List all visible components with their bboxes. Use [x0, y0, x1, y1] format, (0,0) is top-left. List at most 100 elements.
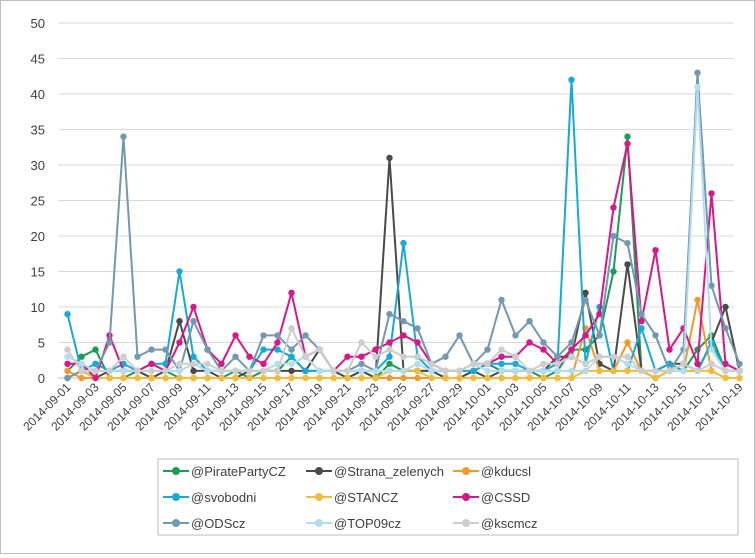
data-point: [288, 289, 295, 296]
data-point: [708, 367, 715, 375]
data-point: [624, 353, 631, 360]
data-point: [736, 374, 743, 382]
data-point: [148, 360, 155, 367]
y-tick-label: 40: [31, 87, 45, 102]
data-point: [288, 367, 295, 375]
data-point: [358, 374, 365, 382]
data-point: [64, 367, 71, 375]
data-point: [162, 367, 169, 375]
y-axis: 0 5 10 15 20 25 30 35 40 45 50: [31, 16, 45, 386]
data-point: [330, 374, 337, 382]
data-point: [78, 360, 85, 367]
data-point: [386, 154, 393, 162]
data-point: [78, 353, 85, 360]
data-point: [302, 353, 309, 360]
data-point: [386, 339, 393, 346]
data-point: [694, 296, 701, 304]
data-point: [554, 353, 561, 360]
data-point: [330, 367, 337, 375]
data-point: [274, 367, 281, 375]
data-point: [680, 360, 687, 367]
data-point: [302, 374, 309, 382]
x-axis: 2014-09-012014-09-032014-09-052014-09-07…: [20, 380, 746, 434]
data-point: [288, 374, 295, 382]
data-point: [638, 367, 645, 375]
data-point: [134, 374, 141, 382]
y-tick-label: 50: [31, 16, 45, 31]
data-point: [442, 353, 449, 360]
data-point: [176, 367, 183, 375]
data-point: [288, 353, 295, 360]
data-point: [204, 374, 211, 382]
data-point: [708, 282, 715, 289]
data-point: [92, 367, 99, 375]
data-point: [652, 367, 659, 375]
data-point: [624, 133, 631, 140]
legend-item: @TOP09cz: [306, 516, 401, 531]
data-point: [582, 332, 589, 339]
data-point: [512, 374, 519, 382]
data-point: [400, 367, 407, 375]
series-kscmcz: [64, 325, 743, 375]
y-tick-label: 5: [38, 336, 45, 351]
data-point: [246, 353, 253, 360]
data-point: [428, 374, 435, 382]
data-point: [106, 339, 113, 346]
data-point: [722, 325, 729, 332]
data-point: [568, 353, 575, 360]
data-point: [624, 261, 631, 268]
data-point: [386, 353, 393, 360]
data-point: [694, 367, 701, 375]
data-point: [400, 353, 407, 360]
data-point: [596, 367, 603, 375]
data-point: [470, 360, 477, 367]
data-point: [624, 239, 631, 247]
data-point: [694, 360, 701, 367]
data-point: [274, 339, 281, 346]
legend-swatch-marker: [315, 493, 323, 501]
data-point: [386, 360, 393, 367]
data-point: [344, 353, 351, 360]
data-point: [316, 374, 323, 382]
series-svobodni: [64, 76, 743, 375]
data-point: [456, 374, 463, 382]
y-tick-label: 10: [31, 300, 45, 315]
data-point: [652, 374, 659, 382]
data-point: [554, 360, 561, 367]
data-point: [582, 296, 589, 304]
data-point: [442, 374, 449, 382]
data-point: [246, 374, 253, 382]
data-point: [64, 360, 71, 367]
data-point: [736, 360, 743, 367]
data-point: [316, 346, 323, 353]
data-point: [708, 360, 715, 367]
data-point: [736, 367, 743, 375]
data-point: [400, 318, 407, 325]
y-tick-label: 15: [31, 265, 45, 280]
data-point: [568, 367, 575, 375]
data-point: [232, 374, 239, 382]
data-point: [554, 367, 561, 375]
data-point: [414, 367, 421, 375]
data-point: [358, 353, 365, 360]
data-point: [386, 310, 393, 318]
data-point: [442, 367, 449, 375]
data-point: [526, 374, 533, 382]
data-point: [218, 374, 225, 382]
data-point: [120, 353, 127, 360]
data-point: [162, 374, 169, 382]
data-point: [680, 367, 687, 375]
data-point: [512, 353, 519, 360]
data-point: [386, 367, 393, 375]
data-point: [624, 367, 631, 375]
data-point: [540, 374, 547, 382]
data-point: [190, 303, 197, 311]
data-point: [428, 367, 435, 375]
data-point: [694, 69, 701, 76]
data-point: [288, 325, 295, 332]
legend-swatch-marker: [462, 467, 470, 475]
data-point: [218, 367, 225, 375]
data-point: [92, 346, 99, 353]
data-point: [414, 374, 421, 382]
